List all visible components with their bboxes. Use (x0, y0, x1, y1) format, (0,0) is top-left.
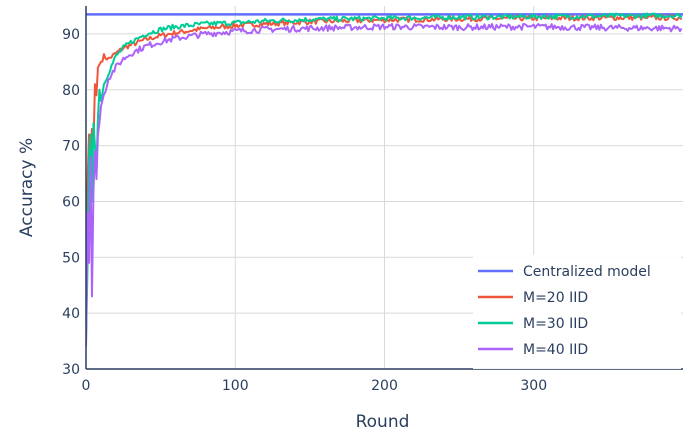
legend-label: M=40 IID (523, 342, 588, 358)
legend-item[interactable]: M=40 IID (478, 342, 588, 358)
x-tick-label: 200 (371, 378, 398, 394)
series-group (86, 12, 683, 347)
y-tick-label: 30 (62, 362, 80, 378)
legend-item[interactable]: M=30 IID (478, 316, 588, 332)
x-axis-title: Round (356, 412, 410, 432)
y-tick-label: 80 (62, 83, 80, 99)
y-tick-label: 60 (62, 194, 80, 210)
legend-label: M=30 IID (523, 316, 588, 332)
y-tick-label: 90 (62, 27, 80, 43)
legend-label: Centralized model (523, 264, 651, 280)
y-tick-label: 50 (62, 250, 80, 266)
x-tick-label: 100 (222, 378, 249, 394)
y-tick-label: 40 (62, 306, 80, 322)
legend-item[interactable]: M=20 IID (478, 290, 588, 306)
legend-label: M=20 IID (523, 290, 588, 306)
legend-item[interactable]: Centralized model (478, 264, 651, 280)
x-tick-label: 300 (520, 378, 547, 394)
x-tick-label: 0 (82, 378, 91, 394)
series-line-3 (86, 22, 683, 347)
y-axis-title: Accuracy % (17, 138, 37, 237)
series-line-1 (86, 14, 683, 347)
legend: Centralized model M=20 IID M=30 IID M=40 II… (473, 255, 681, 369)
series-line-2 (86, 12, 683, 342)
y-tick-label: 70 (62, 139, 80, 155)
